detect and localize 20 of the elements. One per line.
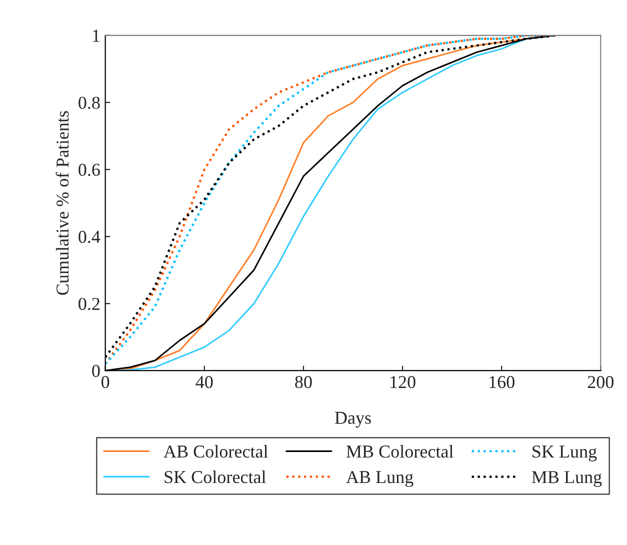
y-tick-label: 0.6	[78, 164, 100, 176]
legend-label: AB Lung	[346, 471, 414, 487]
legend-label: SK Colorectal	[164, 470, 266, 484]
x-axis-title: Days	[334, 412, 371, 428]
y-tick-label: 1	[93, 30, 100, 42]
legend-label: MB Lung	[532, 471, 602, 487]
y-tick-label: 0.2	[78, 298, 100, 310]
y-tick-label: 0.8	[78, 96, 100, 109]
y-axis-title: Cumulative % of Patients	[56, 111, 69, 295]
x-tick-label: 0	[102, 376, 110, 388]
x-tick-label: 80	[295, 376, 312, 388]
y-tick-label: 0	[92, 364, 100, 378]
x-tick-label: 160	[490, 376, 514, 388]
legend-label: MB Colorectal	[346, 444, 454, 458]
x-tick-label: 40	[196, 376, 213, 388]
x-tick-label: 200	[588, 376, 614, 388]
legend-label: SK Lung	[532, 446, 597, 462]
y-tick-label: 0.4	[78, 230, 100, 244]
x-tick-label: 120	[390, 376, 416, 388]
legend-label: AB Colorectal	[164, 444, 268, 458]
